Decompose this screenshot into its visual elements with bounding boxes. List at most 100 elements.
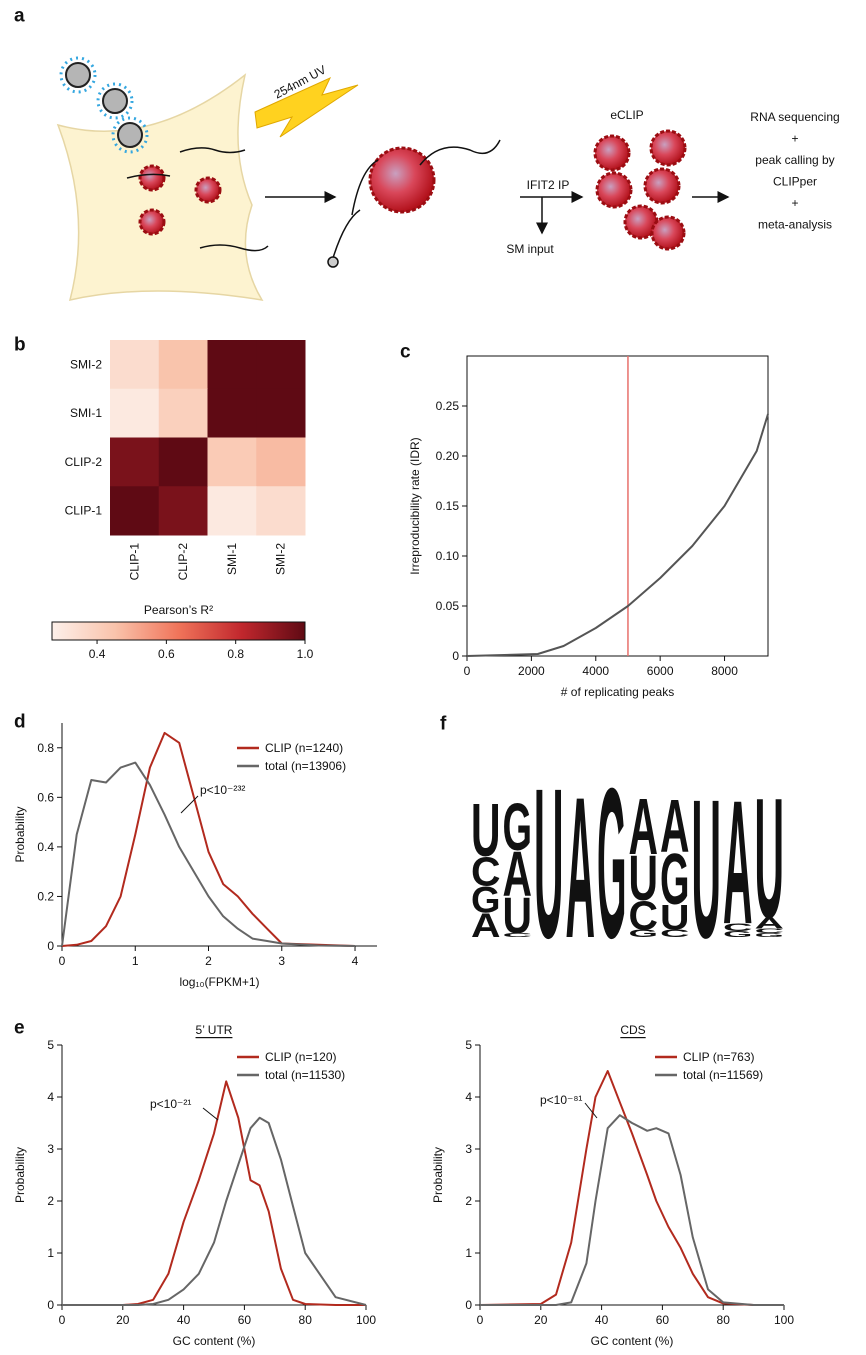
heatmap-cell — [158, 340, 208, 390]
heatmap-cell — [158, 486, 208, 536]
y-tick-label: SMI-1 — [70, 406, 102, 420]
legend-label: CLIP (n=120) — [265, 1050, 337, 1064]
y-tick-label: 0.25 — [436, 399, 460, 413]
logo-letter: U — [692, 759, 722, 980]
legend-label: CLIP (n=763) — [683, 1050, 755, 1064]
annotation-leader — [584, 1102, 598, 1119]
x-tick-label: SMI-1 — [225, 543, 239, 575]
logo-letter: U — [534, 745, 564, 983]
logo-letter: C — [660, 928, 690, 940]
x-tick-label: 3 — [278, 954, 285, 968]
heatmap-cell — [207, 388, 257, 438]
uv-bolt — [254, 76, 359, 138]
heatmap-cell — [110, 388, 160, 438]
input-label: SM input — [506, 242, 554, 256]
y-tick-label: 0.20 — [436, 449, 460, 463]
y-tick-label: 0.05 — [436, 599, 460, 613]
panel-label: d — [14, 712, 26, 733]
x-tick-label: 40 — [177, 1313, 191, 1327]
logo-letter: G — [755, 932, 785, 938]
logo-letter: U — [503, 887, 533, 944]
logo-letter: A — [471, 906, 501, 944]
y-axis-label: Probability — [13, 806, 27, 862]
y-tick-label: 2 — [465, 1194, 472, 1208]
panel-label: f — [440, 714, 447, 735]
colorbar — [51, 621, 306, 641]
protein — [138, 129, 687, 251]
step-label: + — [791, 196, 798, 210]
cell — [56, 73, 264, 302]
series-line — [62, 1116, 367, 1306]
legend-label: CLIP (n=1240) — [265, 741, 343, 755]
y-tick-label: 3 — [465, 1142, 472, 1156]
annotation: p<10⁻²¹ — [150, 1097, 191, 1111]
logo-letter: A — [723, 764, 753, 961]
heatmap-cell — [256, 437, 306, 487]
series-line — [62, 1080, 366, 1306]
logo-letter: G — [503, 790, 533, 864]
logo-letter: A — [566, 755, 596, 980]
colorbar-tick-label: 1.0 — [297, 647, 314, 661]
heatmap-cell — [256, 388, 306, 438]
logo-letter: C — [503, 932, 533, 938]
x-tick-label: 1 — [132, 954, 139, 968]
heatmap-cell — [207, 437, 257, 487]
x-tick-label: 8000 — [711, 664, 738, 678]
x-tick-label: 0 — [464, 664, 471, 678]
heatmap-cell — [110, 486, 160, 536]
y-tick-label: 0.4 — [37, 840, 54, 854]
virus — [59, 56, 149, 154]
x-tick-label: 0 — [477, 1313, 484, 1327]
logo-letter: C — [755, 927, 785, 934]
x-axis-label: GC content (%) — [173, 1334, 256, 1348]
y-tick-label: 0.15 — [436, 499, 460, 513]
y-tick-label: 0 — [47, 1298, 54, 1312]
y-tick-label: 5 — [465, 1038, 472, 1052]
x-tick-label: CLIP-1 — [127, 543, 141, 581]
logo-letter: U — [629, 842, 659, 914]
y-tick-label: CLIP-1 — [65, 504, 103, 518]
colorbar-tick-label: 0.6 — [158, 647, 175, 661]
logo-letter: U — [660, 897, 690, 937]
y-tick-label: 0 — [452, 649, 459, 663]
heatmap-cell — [207, 486, 257, 536]
eclip-label: eCLIP — [610, 108, 643, 122]
heatmap-cell — [256, 486, 306, 536]
legend-label: total (n=11569) — [683, 1068, 763, 1082]
x-tick-label: 2 — [205, 954, 212, 968]
plot-frame — [466, 355, 769, 657]
y-axis-label: Probability — [431, 1147, 445, 1203]
y-tick-label: CLIP-2 — [65, 455, 103, 469]
heatmap-cell — [158, 437, 208, 487]
logo-letter: A — [629, 782, 659, 871]
x-tick-label: 20 — [534, 1313, 548, 1327]
y-tick-label: 0.6 — [37, 790, 54, 804]
x-tick-label: 4 — [352, 954, 359, 968]
annotation-leader — [180, 795, 199, 814]
step-label: meta-analysis — [758, 218, 832, 232]
annotation: p<10⁻²³² — [200, 783, 245, 797]
heatmap-cell — [110, 340, 160, 390]
heatmap-cell — [110, 437, 160, 487]
y-tick-label: SMI-2 — [70, 357, 102, 371]
x-tick-label: 2000 — [518, 664, 545, 678]
chart-title: CDS — [620, 1023, 645, 1037]
y-axis-label: Irreproducibility rate (IDR) — [408, 437, 422, 574]
logo-letter: A — [755, 914, 785, 932]
step-label: RNA sequencing — [750, 110, 839, 124]
rna — [126, 139, 501, 268]
step-label: + — [791, 132, 798, 146]
x-axis-label: GC content (%) — [591, 1334, 674, 1348]
x-tick-label: 40 — [595, 1313, 609, 1327]
y-tick-label: 1 — [47, 1246, 54, 1260]
panel-label: e — [14, 1018, 25, 1039]
y-tick-label: 1 — [465, 1246, 472, 1260]
series-line — [61, 761, 356, 947]
panel-label: c — [400, 342, 411, 363]
y-tick-label: 0.10 — [436, 549, 460, 563]
annotation: p<10⁻⁸¹ — [540, 1093, 582, 1107]
logo-letter: G — [629, 928, 659, 940]
step-label: peak calling by — [755, 153, 834, 167]
x-axis-label: # of replicating peaks — [561, 685, 674, 699]
diagram: 254nm UV eCLIP IFIT2 IP SM input RNA seq… — [56, 56, 840, 302]
